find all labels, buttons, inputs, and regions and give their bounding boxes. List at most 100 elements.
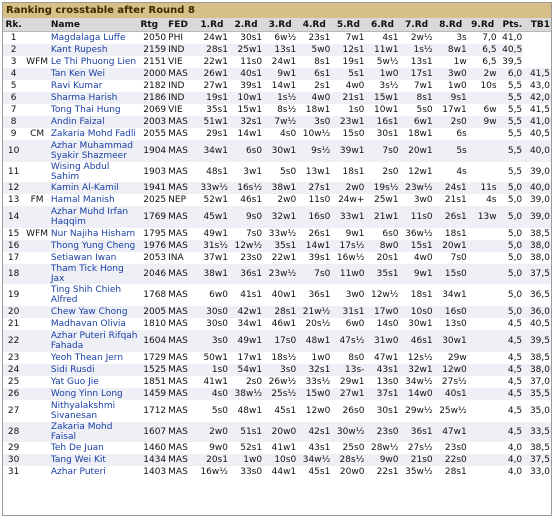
federation-cell: MAS bbox=[167, 306, 195, 318]
player-name-link[interactable]: Tang Wei Kit bbox=[49, 454, 140, 466]
column-header-2[interactable]: Name bbox=[49, 18, 140, 32]
round-result-cell: 20s½ bbox=[297, 318, 332, 330]
rank-cell: 17 bbox=[3, 252, 25, 264]
player-name-link[interactable]: Tham Tick Hong Jax bbox=[49, 264, 140, 284]
player-name-link[interactable]: Andin Faizal bbox=[49, 116, 140, 128]
player-name-link[interactable]: Azhar Puteri Rifqah Fahada bbox=[49, 330, 140, 352]
rank-cell: 3 bbox=[3, 56, 25, 68]
player-name-link[interactable]: Ting Shih Chieh Alfred bbox=[49, 284, 140, 306]
points-cell: 5,0 bbox=[497, 194, 524, 206]
column-header-5[interactable]: 1.Rd bbox=[194, 18, 229, 32]
rating-cell: 2151 bbox=[139, 56, 168, 68]
player-name-link[interactable]: Zakaria Mohd Faisal bbox=[49, 422, 140, 442]
points-cell: 40,5 bbox=[497, 44, 524, 56]
crosstable-title: Ranking crosstable after Round 8 bbox=[3, 3, 551, 18]
player-name-link[interactable]: Kamin Al-Kamil bbox=[49, 182, 140, 194]
player-name-link[interactable]: Sidi Rusdi bbox=[49, 364, 140, 376]
points-cell: 4,0 bbox=[497, 466, 524, 478]
player-name-link[interactable]: Kant Rupesh bbox=[49, 44, 140, 56]
column-header-4[interactable]: FED bbox=[167, 18, 195, 32]
player-name-link[interactable]: Le Thi Phuong Lien bbox=[49, 56, 140, 68]
column-header-15[interactable]: TB1 bbox=[523, 18, 551, 32]
player-name-link[interactable]: Azhar Muhd Irfan Haqqim bbox=[49, 206, 140, 228]
table-row: 14 Azhar Muhd Irfan Haqqim 1769 MAS 45w1 9s0 3… bbox=[3, 206, 551, 228]
round-result-cell: 48w1 bbox=[297, 330, 332, 352]
round-result-cell: 16s0 bbox=[297, 206, 332, 228]
player-name-link[interactable]: Wising Abdul Sahim bbox=[49, 162, 140, 182]
round-result-cell: 14s0 bbox=[365, 318, 400, 330]
round-result-cell: 2s1 bbox=[297, 80, 332, 92]
player-name-link[interactable]: Sharma Harish bbox=[49, 92, 140, 104]
player-name-link[interactable]: Tong Thai Hung bbox=[49, 104, 140, 116]
round-result-cell: 4w0 bbox=[331, 80, 366, 92]
column-header-0[interactable]: Rk. bbox=[3, 18, 25, 32]
column-header-12[interactable]: 8.Rd bbox=[433, 18, 468, 32]
player-name-link[interactable]: Wong Yinn Long bbox=[49, 388, 140, 400]
player-name-link[interactable]: Yat Guo Jie bbox=[49, 376, 140, 388]
round-result-cell: 6w0 bbox=[194, 284, 229, 306]
round-result-cell: 12w½ bbox=[228, 240, 264, 252]
column-header-11[interactable]: 7.Rd bbox=[399, 18, 434, 32]
round-result-cell: 4s bbox=[433, 162, 468, 182]
rank-cell: 26 bbox=[3, 388, 25, 400]
column-header-9[interactable]: 5.Rd bbox=[331, 18, 366, 32]
player-name-link[interactable]: Azhar Muhammad Syakir Shazmeer bbox=[49, 140, 140, 162]
round-result-cell: 24w1 bbox=[194, 31, 229, 44]
column-header-10[interactable]: 6.Rd bbox=[365, 18, 400, 32]
round-result-cell: 33w½ bbox=[263, 228, 298, 240]
round-result-cell: 1s0 bbox=[331, 104, 366, 116]
tiebreak-cell: 43,0 bbox=[523, 80, 551, 92]
column-header-1[interactable] bbox=[24, 18, 50, 32]
tiebreak-cell: 37,5 bbox=[523, 454, 551, 466]
column-header-3[interactable]: Rtg bbox=[139, 18, 168, 32]
round-result-cell: 54w1 bbox=[228, 364, 264, 376]
column-header-7[interactable]: 3.Rd bbox=[263, 18, 298, 32]
round-result-cell: 42w1 bbox=[228, 306, 264, 318]
column-header-8[interactable]: 4.Rd bbox=[297, 18, 332, 32]
points-cell: 4,5 bbox=[497, 422, 524, 442]
player-name-link[interactable]: Magdalaga Luffe bbox=[49, 31, 140, 44]
round-result-cell: 4s bbox=[467, 194, 498, 206]
round-result-cell: 6,5 bbox=[467, 44, 498, 56]
column-header-6[interactable]: 2.Rd bbox=[228, 18, 264, 32]
player-name-link[interactable]: Teh De Juan bbox=[49, 442, 140, 454]
round-result-cell: 26s1 bbox=[433, 206, 468, 228]
round-result-cell: 15w1 bbox=[228, 104, 264, 116]
round-result-cell bbox=[467, 388, 498, 400]
round-result-cell: 32w1 bbox=[263, 206, 298, 228]
round-result-cell: 30s0 bbox=[194, 306, 229, 318]
column-header-13[interactable]: 9.Rd bbox=[467, 18, 498, 32]
player-name-link[interactable]: Hamal Manish bbox=[49, 194, 140, 206]
rating-cell: 1976 bbox=[139, 240, 168, 252]
round-result-cell: 30s1 bbox=[228, 31, 264, 44]
round-result-cell: 28w½ bbox=[365, 442, 400, 454]
player-name-link[interactable]: Tan Ken Wei bbox=[49, 68, 140, 80]
player-name-link[interactable]: Nithyalakshmi Sivanesan bbox=[49, 400, 140, 422]
round-result-cell: 15s1 bbox=[399, 240, 434, 252]
federation-cell: MAS bbox=[167, 162, 195, 182]
round-result-cell: 48s1 bbox=[194, 162, 229, 182]
player-name-link[interactable]: Yeoh Thean Jern bbox=[49, 352, 140, 364]
player-name-link[interactable]: Zakaria Mohd Fadli bbox=[49, 128, 140, 140]
player-name-link[interactable]: Ravi Kumar bbox=[49, 80, 140, 92]
player-name-link[interactable]: Azhar Puteri bbox=[49, 466, 140, 478]
round-result-cell: 29s1 bbox=[194, 128, 229, 140]
tiebreak-cell: 40,0 bbox=[523, 182, 551, 194]
rating-cell: 2050 bbox=[139, 31, 168, 44]
round-result-cell bbox=[467, 284, 498, 306]
player-name-link[interactable]: Setiawan Iwan bbox=[49, 252, 140, 264]
round-result-cell: 15s0 bbox=[331, 128, 366, 140]
player-name-link[interactable]: Thong Yung Cheng bbox=[49, 240, 140, 252]
column-header-14[interactable]: Pts. bbox=[497, 18, 524, 32]
player-name-link[interactable]: Chew Yaw Chong bbox=[49, 306, 140, 318]
rating-cell: 1403 bbox=[139, 466, 168, 478]
round-result-cell: 3s bbox=[433, 31, 468, 44]
federation-cell: MAS bbox=[167, 388, 195, 400]
title-cell bbox=[24, 140, 50, 162]
player-name-link[interactable]: Nur Najiha Hisham bbox=[49, 228, 140, 240]
points-cell: 5,5 bbox=[497, 80, 524, 92]
table-row: 25 Yat Guo Jie 1851 MAS 41w1 2s0 26w½ 33s½ 29w1 1… bbox=[3, 376, 551, 388]
table-row: 27 Nithyalakshmi Sivanesan 1712 MAS 5s0 48w1 4… bbox=[3, 400, 551, 422]
round-result-cell: 3w1 bbox=[228, 162, 264, 182]
player-name-link[interactable]: Madhavan Olivia bbox=[49, 318, 140, 330]
